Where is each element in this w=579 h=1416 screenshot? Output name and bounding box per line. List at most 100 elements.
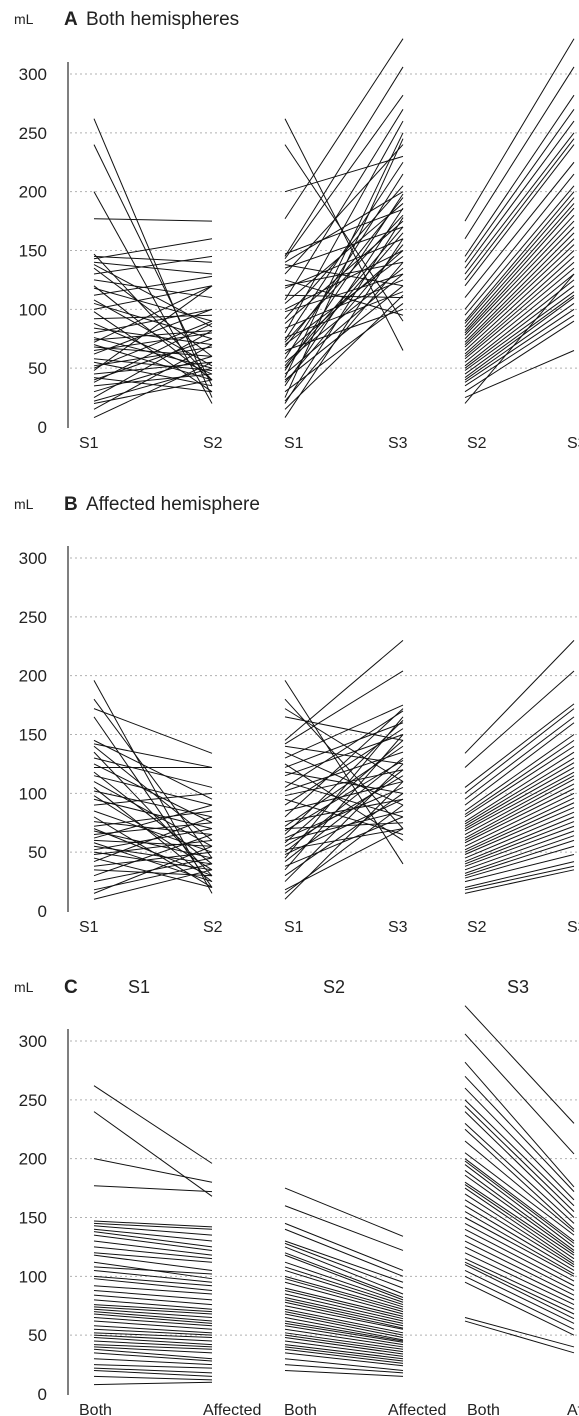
pair-line-b-2-6: [284, 670, 404, 745]
pair-line-c-3-20: [464, 1187, 575, 1263]
pair-line-b-3-33: [464, 865, 575, 891]
pair-line-b-2-39: [284, 763, 404, 882]
pair-line-c-1-19: [93, 1278, 213, 1291]
pair-line-b-3-6: [464, 722, 575, 806]
pair-line-c-1-11: [93, 1240, 213, 1256]
pair-line-a-3-22: [464, 250, 575, 351]
paired-lines-c: [93, 1005, 575, 1386]
pair-line-a-3-18: [464, 226, 575, 340]
pair-line-c-2-6: [284, 1242, 404, 1289]
y-tick-label-c-0: 0: [38, 1385, 47, 1404]
y-tick-label-b-150: 150: [19, 726, 47, 745]
x-tick-label-c-3-1: Both: [467, 1402, 500, 1416]
pair-line-a-2-34: [284, 232, 404, 369]
pair-line-c-1-31: [93, 1325, 213, 1334]
pair-line-c-1-28: [93, 1313, 213, 1324]
pair-line-c-1-7: [93, 1225, 213, 1236]
pair-line-a-1-34: [93, 320, 213, 369]
pair-line-b-2-14: [284, 781, 404, 818]
pair-line-c-1-13: [93, 1252, 213, 1263]
pair-line-c-1-46: [93, 1381, 213, 1386]
pair-line-a-1-1: [93, 118, 213, 398]
pair-line-c-1-4: [93, 1185, 213, 1193]
pair-line-b-3-24: [464, 816, 575, 863]
pair-line-b-3-28: [464, 835, 575, 874]
pair-line-c-3-24: [464, 1211, 575, 1275]
pair-line-c-3-31: [464, 1252, 575, 1306]
pair-line-b-2-36: [284, 816, 404, 867]
x-ticks-c: Both Affected Both Affected Both Affected: [79, 1402, 579, 1416]
pair-line-b-1-42: [93, 869, 213, 900]
pair-line-a-3-30: [464, 294, 575, 375]
y-tick-label-a-50: 50: [28, 359, 47, 378]
pair-line-b-1-41: [93, 845, 213, 894]
pair-line-a-3-34: [464, 314, 575, 387]
pair-line-b-3-4: [464, 708, 575, 794]
pair-line-c-2-4: [284, 1228, 404, 1277]
pair-line-c-2-35: [284, 1344, 404, 1360]
pair-line-a-3-11: [464, 185, 575, 316]
pair-line-a-2-7: [284, 94, 404, 260]
pair-line-c-2-27: [284, 1320, 404, 1342]
pair-line-c-2-31: [284, 1332, 404, 1350]
pair-line-a-3-31: [464, 297, 575, 378]
pair-line-b-3-2: [464, 670, 575, 768]
pair-line-c-3-33: [464, 1261, 575, 1315]
pair-line-b-1-27: [93, 804, 213, 839]
pair-line-a-3-24: [464, 261, 575, 357]
pair-line-a-2-16: [284, 109, 404, 301]
pair-line-a-1-46: [93, 361, 213, 419]
pair-line-b-2-22: [284, 798, 404, 823]
pair-line-b-3-11: [464, 757, 575, 825]
pair-line-a-3-32: [464, 303, 575, 381]
pair-line-c-2-12: [284, 1269, 404, 1308]
pair-line-a-2-31: [284, 173, 404, 360]
pair-line-c-3-21: [464, 1193, 575, 1265]
pair-line-a-3-17: [464, 220, 575, 336]
x-tick-label-c-1-2: Affected: [203, 1402, 261, 1416]
pair-line-c-1-6: [93, 1222, 213, 1230]
pair-line-b-1-17: [93, 795, 213, 871]
pair-line-b-2-32: [284, 757, 404, 853]
pair-line-c-1-43: [93, 1367, 213, 1374]
pair-line-a-3-29: [464, 291, 575, 371]
pair-line-b-2-23: [284, 745, 404, 827]
pair-line-b-2-33: [284, 798, 404, 855]
pair-line-b-2-41: [284, 804, 404, 894]
pair-line-a-2-46: [284, 238, 404, 418]
pair-line-a-3-35: [464, 320, 575, 393]
pair-line-c-1-24: [93, 1304, 213, 1313]
y-tick-label-b-50: 50: [28, 843, 47, 862]
pair-line-c-3-9: [464, 1122, 575, 1224]
pair-line-b-3-7: [464, 734, 575, 812]
pair-line-c-3-28: [464, 1234, 575, 1291]
pair-line-a-2-1: [284, 118, 404, 351]
pair-line-c-3-14: [464, 1160, 575, 1244]
pair-line-b-1-28: [93, 839, 213, 847]
pair-line-a-1-25: [93, 330, 213, 341]
pair-line-b-1-35: [93, 816, 213, 863]
pair-line-c-2-24: [284, 1311, 404, 1336]
pair-line-c-3-23: [464, 1205, 575, 1271]
pair-line-a-1-6: [93, 255, 213, 263]
pair-line-a-3-37: [464, 273, 575, 404]
pair-line-c-3-37: [464, 1281, 575, 1336]
pair-line-c-1-23: [93, 1299, 213, 1310]
pair-line-c-3-26: [464, 1222, 575, 1282]
x-tick-label-b-1-2: S2: [203, 919, 223, 936]
panel-letter-c: C: [64, 977, 78, 998]
pair-line-b-3-22: [464, 806, 575, 855]
pair-line-a-1-8: [93, 261, 213, 275]
pair-line-b-1-37: [93, 869, 213, 877]
pair-line-b-1-19: [93, 792, 213, 806]
pair-line-c-3-10: [464, 1128, 575, 1230]
pair-line-c-2-36: [284, 1346, 404, 1362]
x-ticks-a: S1 S2 S1 S3 S2 S3: [79, 435, 579, 452]
pair-line-c-3-17: [464, 1174, 575, 1254]
pair-line-a-1-44: [93, 379, 213, 404]
pair-line-a-2-29: [284, 308, 404, 351]
pair-line-b-3-15: [464, 775, 575, 835]
pair-line-a-3-20: [464, 238, 575, 345]
y-tick-label-c-150: 150: [19, 1209, 47, 1228]
pair-line-c-2-34: [284, 1340, 404, 1357]
